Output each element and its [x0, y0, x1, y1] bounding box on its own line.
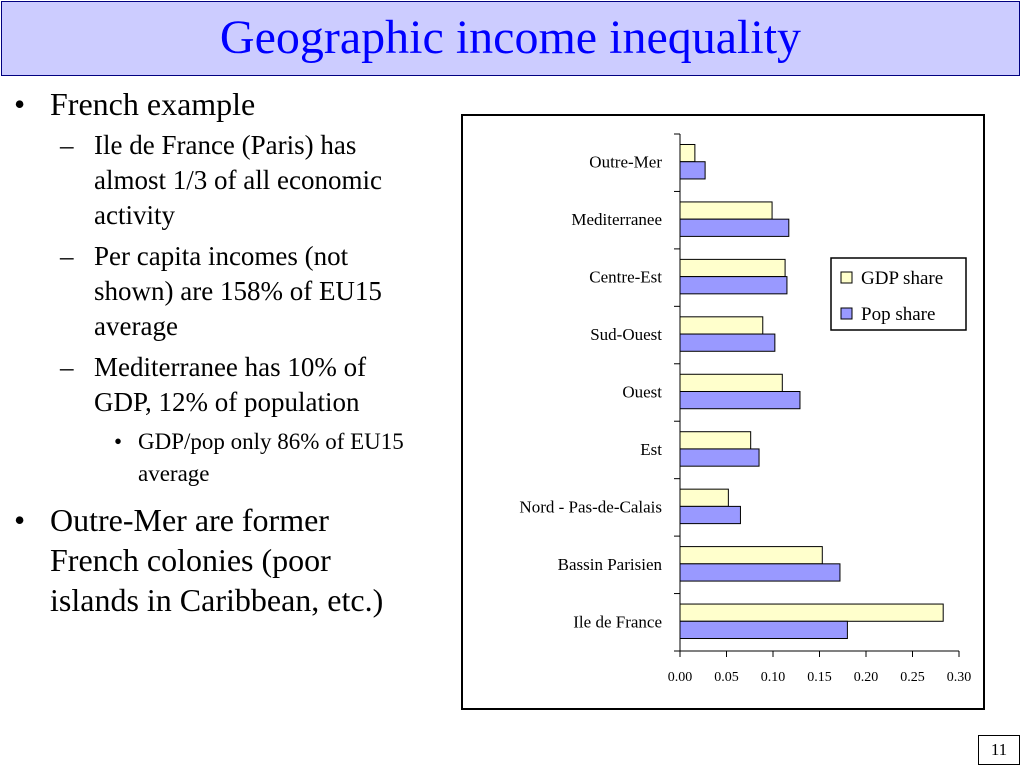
bullet-text: Outre-Mer are former French colonies (po…	[50, 502, 384, 618]
bullet-mark: •	[14, 86, 26, 122]
sub-bullet-text: Per capita incomes (not shown) are 158% …	[94, 241, 382, 341]
bar-pop	[679, 505, 741, 525]
bullet-french-example: • French example	[14, 84, 414, 124]
sub-sub-bullet-text: GDP/pop only 86% of EU15 average	[138, 429, 404, 486]
bar-chart: Outre-Mer Mediterranee Centre-Est Sud-Ouest…	[519, 133, 972, 685]
page-number: 11	[978, 735, 1020, 765]
sub-bullet-text: Ile de France (Paris) has almost 1/3 of …	[94, 130, 382, 230]
category-label: Nord - Pas-de-Calais	[519, 497, 662, 516]
category-label: Sud-Ouest	[590, 325, 662, 344]
category-label: Bassin Parisien	[558, 555, 663, 574]
dash-mark: –	[60, 130, 74, 160]
bar-pop	[679, 391, 801, 410]
bar-pop	[679, 620, 848, 640]
title-bar: Geographic income inequality	[1, 1, 1020, 76]
x-tick-label: 0.30	[947, 670, 972, 685]
legend-swatch	[840, 307, 853, 320]
chart-frame: Outre-Mer Mediterranee Centre-Est Sud-Ouest…	[461, 114, 985, 710]
legend-swatch	[840, 271, 853, 284]
category-label: Centre-Est	[589, 268, 662, 287]
bar-pop	[679, 161, 706, 180]
slide-title: Geographic income inequality	[219, 11, 802, 64]
category-label: Ile de France	[573, 612, 662, 631]
x-tick-label: 0.20	[854, 670, 879, 685]
bar-gdp	[679, 546, 823, 565]
bar-gdp	[679, 488, 729, 507]
bullet-list: • French example – Ile de France (Paris)…	[14, 84, 414, 624]
x-tick-label: 0.25	[900, 670, 925, 685]
category-label: Ouest	[622, 383, 662, 402]
category-label: Outre-Mer	[589, 153, 662, 172]
bar-gdp	[679, 431, 752, 450]
category-label: Mediterranee	[571, 210, 662, 229]
sub-bullet-mediterranee: – Mediterranee has 10% of GDP, 12% of po…	[14, 350, 414, 420]
bar-gdp	[679, 143, 696, 163]
sub-bullet-text: Mediterranee has 10% of GDP, 12% of popu…	[94, 352, 367, 417]
x-tick-label: 0.15	[807, 670, 832, 685]
bar-gdp	[679, 373, 783, 392]
bar-gdp	[679, 603, 944, 622]
dash-mark: –	[60, 241, 74, 271]
bar-pop	[679, 563, 841, 582]
sub-bullet-ile-de-france: – Ile de France (Paris) has almost 1/3 o…	[14, 128, 414, 233]
x-tick-label: 0.10	[761, 670, 786, 685]
bar-pop	[679, 276, 788, 295]
bar-gdp	[679, 201, 773, 220]
bar-gdp	[679, 316, 764, 335]
bullet-mark: •	[114, 429, 123, 454]
legend-label: GDP share	[861, 268, 943, 289]
bar-gdp	[679, 258, 786, 278]
category-label: Est	[640, 440, 662, 459]
sub-sub-bullet-gdp-pop: • GDP/pop only 86% of EU15 average	[14, 426, 414, 490]
dash-mark: –	[60, 352, 74, 382]
x-tick-label: 0.00	[668, 670, 693, 685]
bullet-mark: •	[14, 502, 26, 538]
legend-label: Pop share	[861, 304, 935, 325]
bar-pop	[679, 333, 776, 352]
bar-pop	[679, 448, 760, 467]
sub-bullet-per-capita: – Per capita incomes (not shown) are 158…	[14, 239, 414, 344]
bar-pop	[679, 218, 790, 237]
legend-box	[830, 257, 967, 331]
bullet-outre-mer: • Outre-Mer are former French colonies (…	[14, 500, 414, 620]
x-tick-label: 0.05	[714, 670, 739, 685]
bullet-text: French example	[50, 86, 256, 122]
